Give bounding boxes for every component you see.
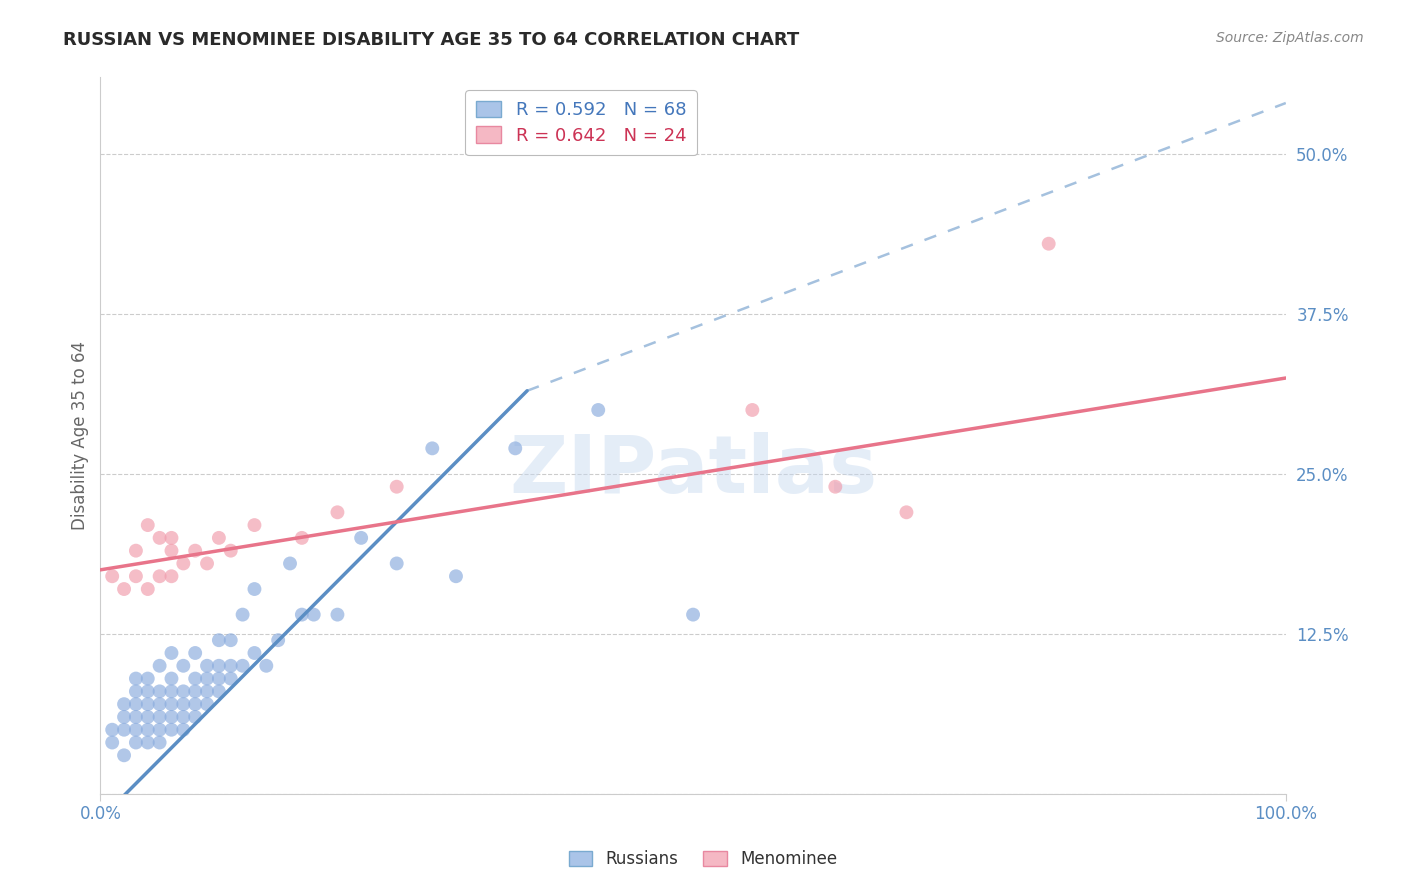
Point (326, 505, 349, 519)
Point (112, 582, 135, 596)
Point (136, 582, 159, 596)
Point (219, 658, 242, 673)
Point (125, 723, 148, 737)
Point (125, 697, 148, 711)
Point (184, 710, 207, 724)
Point (160, 543, 183, 558)
Point (1038, 236, 1060, 251)
Point (741, 403, 763, 417)
Point (172, 658, 194, 673)
Point (184, 646, 207, 660)
Point (208, 658, 231, 673)
Text: RUSSIAN VS MENOMINEE DISABILITY AGE 35 TO 64 CORRELATION CHART: RUSSIAN VS MENOMINEE DISABILITY AGE 35 T… (63, 31, 800, 49)
Point (208, 672, 231, 686)
Point (125, 672, 148, 686)
Point (232, 658, 254, 673)
Point (444, 569, 467, 583)
Point (172, 697, 194, 711)
Point (195, 684, 218, 698)
Point (125, 569, 148, 583)
Point (160, 710, 183, 724)
Point (160, 531, 183, 545)
Point (149, 697, 172, 711)
Point (420, 442, 443, 456)
Point (302, 607, 325, 622)
Point (184, 697, 207, 711)
Point (125, 735, 148, 749)
Point (172, 684, 194, 698)
Point (136, 723, 159, 737)
Point (219, 672, 242, 686)
Point (101, 569, 124, 583)
Point (219, 543, 242, 558)
Point (160, 646, 183, 660)
Point (291, 607, 314, 622)
Point (160, 723, 183, 737)
Point (350, 531, 373, 545)
Point (172, 557, 194, 571)
Point (184, 543, 207, 558)
Point (136, 684, 159, 698)
Point (160, 569, 183, 583)
Point (125, 543, 148, 558)
Point (896, 505, 918, 519)
Point (149, 710, 172, 724)
Point (243, 518, 266, 533)
Point (136, 697, 159, 711)
Point (326, 607, 349, 622)
Point (149, 569, 172, 583)
Point (136, 735, 159, 749)
Point (195, 557, 218, 571)
Point (149, 684, 172, 698)
Point (503, 442, 526, 456)
Point (208, 684, 231, 698)
Point (278, 557, 301, 571)
Point (125, 710, 148, 724)
Point (184, 684, 207, 698)
Point (112, 723, 135, 737)
Point (136, 710, 159, 724)
Point (385, 480, 408, 494)
Text: Source: ZipAtlas.com: Source: ZipAtlas.com (1216, 31, 1364, 45)
Point (149, 723, 172, 737)
Point (160, 697, 183, 711)
Point (195, 672, 218, 686)
Point (136, 518, 159, 533)
Point (149, 658, 172, 673)
Point (195, 697, 218, 711)
Text: ZIPatlas: ZIPatlas (509, 433, 877, 510)
Legend: Russians, Menominee: Russians, Menominee (562, 844, 844, 875)
Point (267, 633, 290, 648)
Point (101, 723, 124, 737)
Point (172, 723, 194, 737)
Point (101, 735, 124, 749)
Point (136, 672, 159, 686)
Point (160, 672, 183, 686)
Point (291, 531, 314, 545)
Point (208, 633, 231, 648)
Point (232, 607, 254, 622)
Point (112, 710, 135, 724)
Point (243, 646, 266, 660)
Point (385, 557, 408, 571)
Point (682, 607, 704, 622)
Point (112, 748, 135, 763)
Point (219, 633, 242, 648)
Point (254, 658, 277, 673)
Point (172, 710, 194, 724)
Point (208, 531, 231, 545)
Point (160, 684, 183, 698)
Y-axis label: Disability Age 35 to 64: Disability Age 35 to 64 (72, 341, 89, 530)
Point (586, 403, 609, 417)
Point (243, 582, 266, 596)
Point (195, 658, 218, 673)
Point (824, 480, 846, 494)
Point (149, 735, 172, 749)
Point (149, 531, 172, 545)
Point (112, 697, 135, 711)
Point (184, 672, 207, 686)
Legend: R = 0.592   N = 68, R = 0.642   N = 24: R = 0.592 N = 68, R = 0.642 N = 24 (465, 90, 697, 155)
Point (125, 684, 148, 698)
